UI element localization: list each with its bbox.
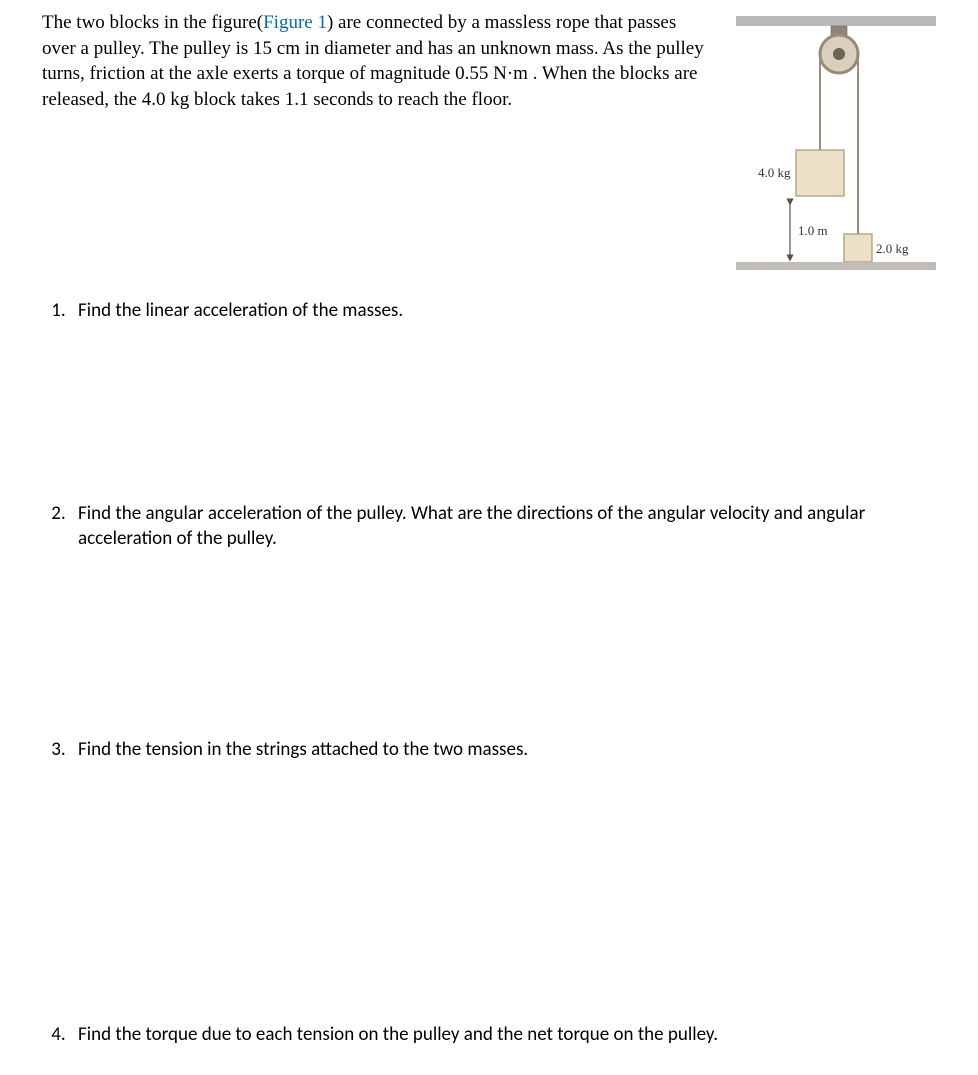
question-4: Find the torque due to each tension on t… (70, 1022, 936, 1047)
question-list: Find the linear acceleration of the mass… (42, 298, 936, 1047)
figure-1: 4.0 kg 2.0 kg 1.0 m (736, 10, 936, 270)
question-3: Find the tension in the strings attached… (70, 737, 936, 762)
label-mass-right: 2.0 kg (876, 240, 909, 258)
question-1: Find the linear acceleration of the mass… (70, 298, 936, 323)
figure-link[interactable]: Figure 1 (263, 12, 327, 33)
problem-statement: The two blocks in the figure(Figure 1) a… (42, 10, 708, 113)
pulley-diagram (736, 10, 936, 270)
problem-text-pre: The two blocks in the figure( (42, 12, 263, 33)
label-height: 1.0 m (798, 222, 828, 240)
label-mass-left: 4.0 kg (758, 164, 791, 182)
question-2: Find the angular acceleration of the pul… (70, 501, 936, 551)
